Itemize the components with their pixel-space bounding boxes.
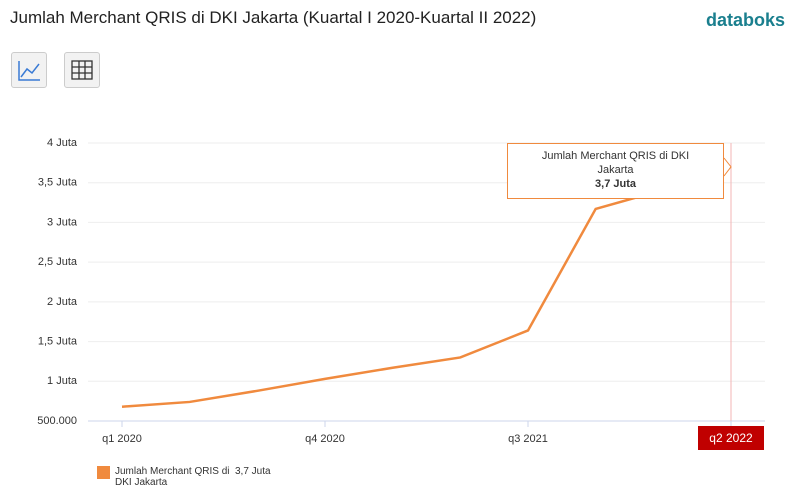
- y-tick-label: 500.000: [37, 415, 77, 427]
- y-tick-label: 2 Juta: [47, 296, 78, 308]
- y-tick-label: 2,5 Juta: [38, 256, 78, 268]
- line-icon: [18, 61, 40, 81]
- x-tick-label: q3 2021: [508, 433, 548, 445]
- tooltip-value: 3,7 Juta: [595, 178, 636, 190]
- table-button[interactable]: [64, 52, 100, 88]
- line-chart-button[interactable]: [11, 52, 47, 88]
- tooltip-series: Jumlah Merchant QRIS di DKI Jakarta: [541, 150, 690, 176]
- legend-swatch: [97, 466, 110, 479]
- line: [121, 165, 732, 408]
- tooltip: Jumlah Merchant QRIS di DKI Jakarta 3,7 …: [507, 143, 724, 199]
- legend-label: Jumlah Merchant QRIS di DKI Jakarta: [115, 466, 230, 488]
- x-tick-label: q2 2022: [709, 431, 753, 445]
- brand-logo: databoks: [705, 10, 785, 30]
- table-icon: [71, 60, 93, 80]
- x-label-highlight: [698, 426, 764, 450]
- y-tick-label: 4 Juta: [47, 137, 78, 149]
- x-tick-label: q1 2020: [102, 433, 142, 445]
- x-tick-label: q4 2020: [305, 433, 345, 445]
- y-tick-label: 3 Juta: [47, 216, 78, 228]
- legend: Jumlah Merchant QRIS di DKI Jakarta 3,7 …: [97, 466, 271, 488]
- y-tick-label: 1,5 Juta: [38, 335, 78, 347]
- chart-title: Jumlah Merchant QRIS di DKI Jakarta (Kua…: [10, 8, 537, 27]
- y-tick-label: 3,5 Juta: [38, 177, 78, 189]
- tooltip-pointer: [723, 157, 732, 177]
- y-tick-label: 1 Juta: [47, 375, 78, 387]
- legend-value: 3,7 Juta: [235, 466, 271, 477]
